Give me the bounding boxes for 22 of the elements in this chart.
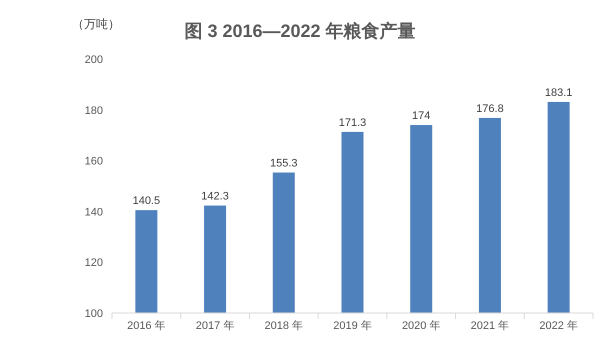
data-label: 171.3 bbox=[338, 116, 366, 129]
x-tick-label: 2017 年 bbox=[196, 320, 234, 332]
y-tick-label: 200 bbox=[84, 54, 103, 66]
x-tick-label: 2022 年 bbox=[539, 320, 578, 332]
data-label: 140.5 bbox=[132, 195, 160, 208]
chart-title: 图 3 2016—2022 年粮食产量 bbox=[184, 21, 416, 41]
y-tick-label: 180 bbox=[84, 104, 103, 117]
data-label: 142.3 bbox=[201, 190, 229, 203]
y-tick-label: 100 bbox=[84, 308, 103, 320]
y-tick-label: 140 bbox=[84, 206, 103, 218]
y-axis-title: （万吨） bbox=[72, 17, 120, 31]
x-tick-label: 2021 年 bbox=[470, 320, 510, 332]
data-label: 155.3 bbox=[270, 158, 298, 170]
data-label: 183.1 bbox=[544, 86, 572, 99]
x-tick-label: 2016 年 bbox=[127, 320, 166, 332]
data-label: 176.8 bbox=[476, 102, 504, 115]
y-tick-label: 120 bbox=[84, 257, 103, 270]
x-tick-label: 2019 年 bbox=[333, 320, 372, 332]
x-tick-label: 2018 年 bbox=[264, 320, 304, 332]
data-label: 174 bbox=[412, 110, 430, 122]
y-tick-label: 160 bbox=[84, 156, 103, 168]
x-tick-label: 2020 年 bbox=[402, 320, 440, 332]
